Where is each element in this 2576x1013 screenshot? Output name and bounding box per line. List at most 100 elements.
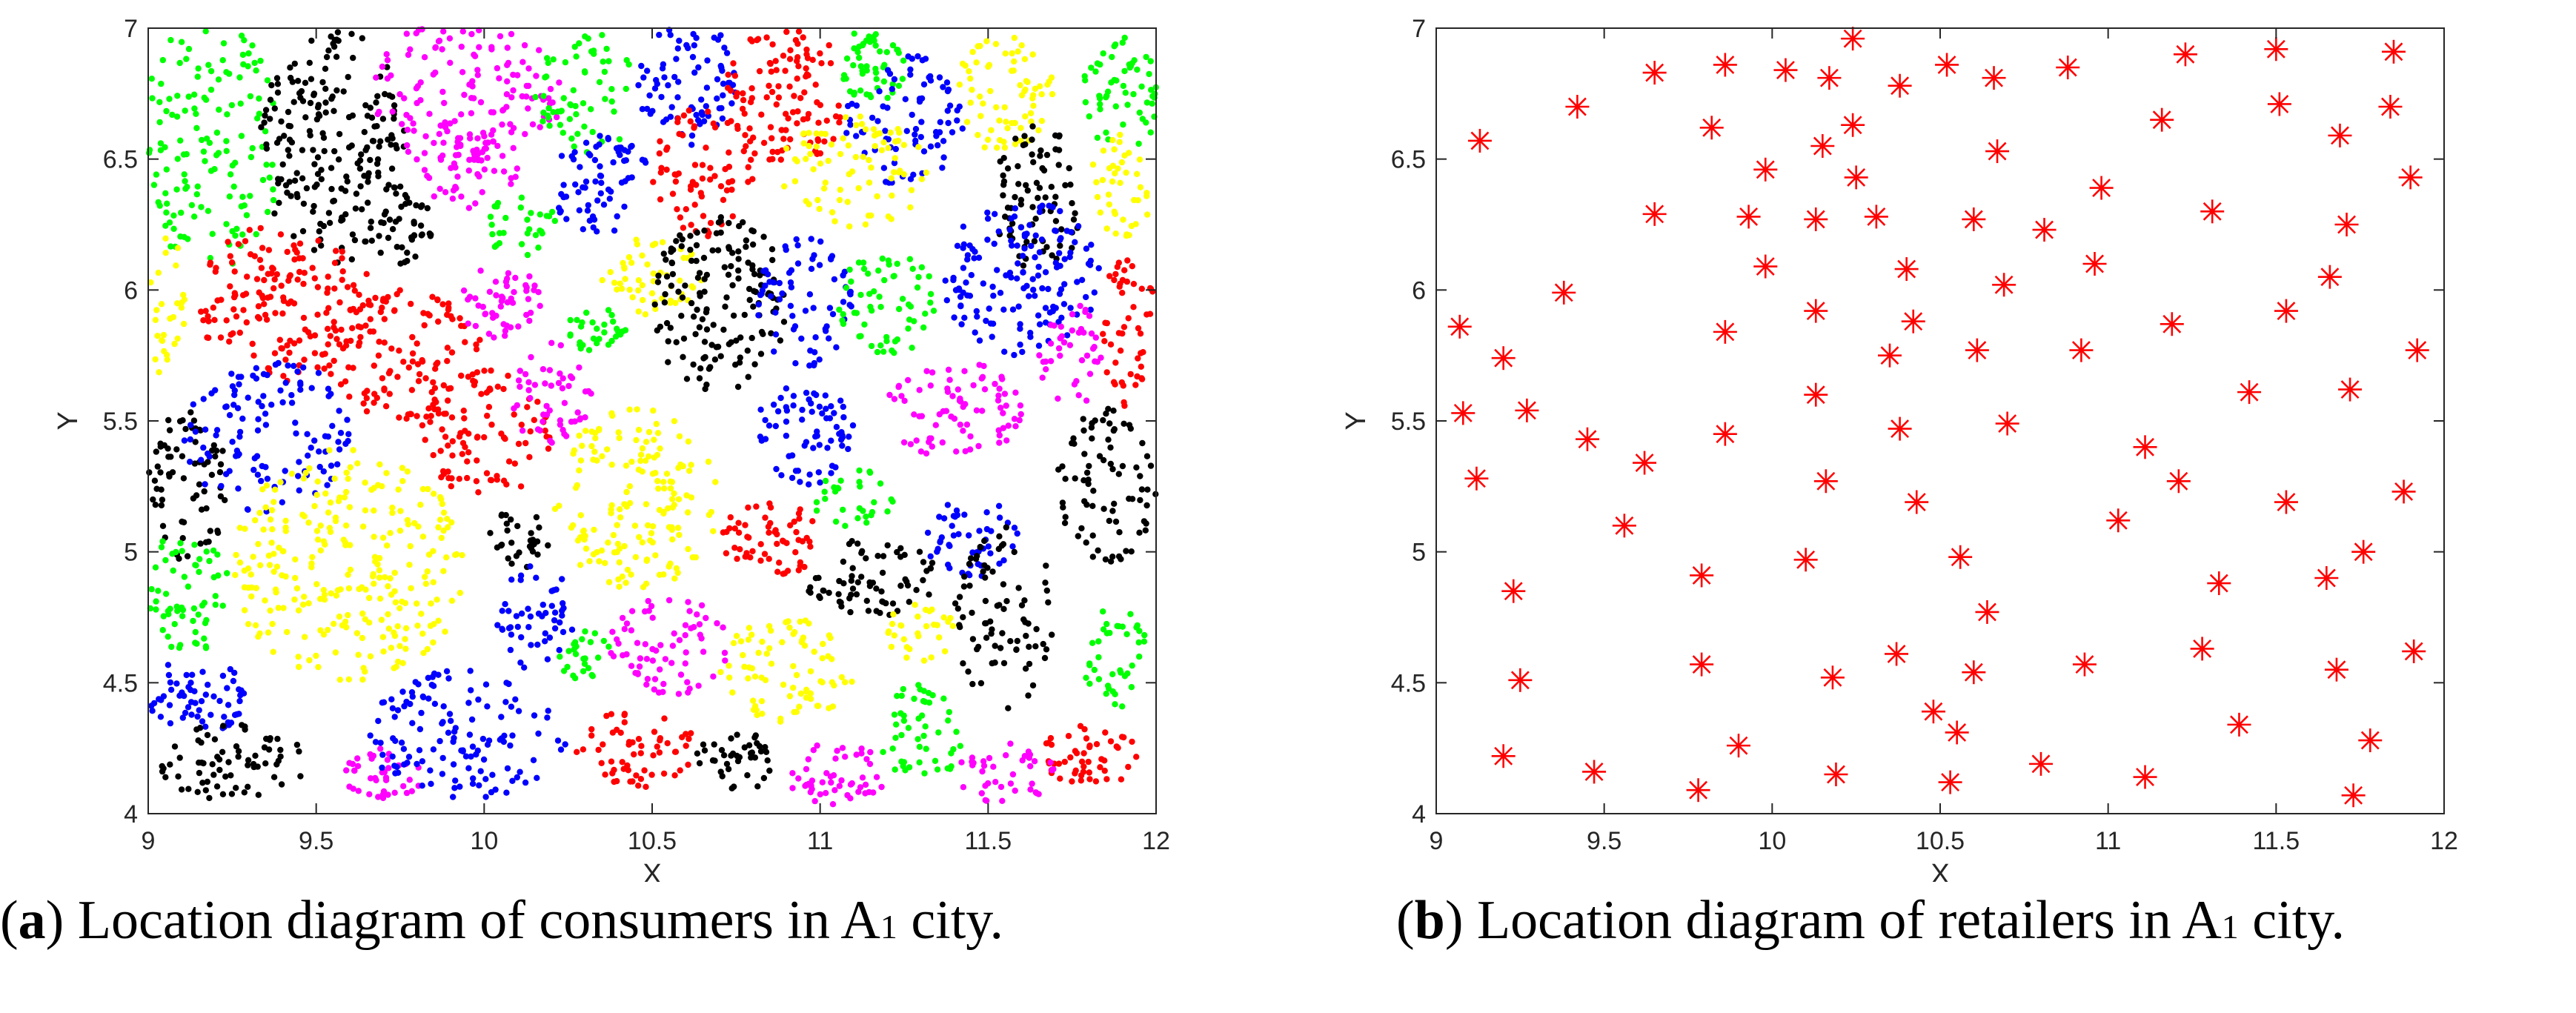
consumer-point — [846, 289, 854, 296]
consumer-point — [342, 342, 350, 349]
consumer-point — [926, 591, 932, 598]
consumer-point — [1104, 88, 1112, 95]
consumer-point — [866, 33, 872, 40]
consumer-point — [461, 91, 468, 99]
consumer-point — [452, 551, 459, 558]
consumer-point — [940, 515, 948, 522]
consumer-point — [481, 166, 488, 173]
consumer-point — [902, 96, 909, 102]
consumer-point — [556, 205, 562, 211]
consumer-point — [658, 93, 665, 101]
consumer-point — [270, 568, 277, 575]
consumer-point — [876, 293, 883, 300]
consumer-point — [980, 280, 987, 287]
consumer-point — [1134, 622, 1141, 629]
consumer-point — [616, 435, 623, 442]
consumer-point — [1010, 67, 1018, 74]
consumer-point — [746, 125, 753, 132]
consumer-point — [854, 579, 862, 585]
consumer-point — [951, 314, 957, 321]
consumer-point — [597, 172, 604, 179]
consumer-point — [285, 108, 292, 116]
consumer-point — [551, 217, 558, 225]
consumer-point — [899, 296, 906, 302]
consumer-point — [1080, 416, 1086, 422]
consumer-point — [682, 622, 689, 628]
consumer-point — [279, 161, 286, 168]
consumer-point — [431, 193, 437, 200]
consumer-point — [880, 78, 888, 85]
consumer-point — [685, 761, 691, 768]
consumer-point — [530, 757, 537, 763]
consumer-point — [428, 413, 434, 419]
consumer-point — [268, 507, 276, 514]
consumer-point — [448, 165, 454, 171]
consumer-point — [915, 682, 922, 688]
consumer-point — [853, 591, 860, 598]
consumer-point — [746, 742, 753, 748]
consumer-point — [855, 185, 862, 192]
consumer-point — [734, 731, 740, 738]
consumer-point — [189, 671, 196, 678]
retailer-point — [1515, 398, 1539, 422]
consumer-point — [452, 164, 459, 171]
consumer-point — [507, 624, 514, 631]
consumer-point — [786, 270, 793, 276]
consumer-point — [377, 138, 384, 145]
consumer-point — [900, 685, 907, 693]
consumer-point — [337, 381, 345, 388]
caption-text: Location diagram of retailers in A — [1476, 890, 2222, 951]
consumer-point — [261, 119, 268, 126]
consumer-point — [1002, 50, 1009, 57]
consumer-point — [479, 189, 485, 196]
consumer-point — [363, 270, 370, 277]
consumer-point — [720, 624, 726, 631]
consumer-point — [359, 302, 366, 309]
consumer-point — [436, 517, 444, 523]
consumer-point — [949, 522, 955, 529]
consumer-point — [581, 123, 588, 130]
consumer-point — [954, 117, 960, 124]
consumer-point — [523, 93, 530, 100]
consumer-point — [635, 308, 642, 315]
consumer-point — [792, 468, 800, 474]
consumer-point — [349, 231, 356, 238]
consumer-point — [439, 500, 445, 508]
consumer-point — [166, 219, 173, 226]
consumer-point — [409, 720, 416, 726]
consumer-point — [610, 531, 617, 539]
consumer-point — [586, 558, 593, 565]
consumer-point — [148, 703, 155, 709]
consumer-point — [1128, 684, 1135, 691]
consumer-point — [789, 452, 796, 459]
consumer-point — [1143, 520, 1149, 527]
consumer-point — [159, 627, 166, 634]
x-tick-label: 11.5 — [965, 827, 1012, 855]
consumer-point — [635, 82, 642, 89]
consumer-point — [153, 307, 160, 313]
consumer-point — [419, 630, 426, 637]
consumer-point — [1109, 671, 1116, 677]
consumer-point — [393, 663, 399, 670]
consumer-point — [245, 783, 251, 791]
consumer-point — [314, 364, 321, 371]
consumer-point — [798, 335, 805, 342]
consumer-point — [226, 193, 233, 200]
consumer-point — [264, 77, 271, 84]
consumer-point — [745, 675, 751, 682]
consumer-point — [809, 256, 816, 262]
consumer-point — [508, 539, 515, 546]
consumer-point — [921, 770, 928, 777]
consumer-point — [1119, 39, 1126, 46]
consumer-point — [242, 525, 248, 532]
consumer-point — [786, 56, 794, 62]
consumer-point — [1025, 748, 1032, 755]
consumer-point — [818, 60, 825, 67]
retailer-points — [1447, 27, 2429, 808]
consumer-point — [231, 669, 238, 677]
consumer-point — [598, 760, 605, 767]
consumer-point — [945, 717, 952, 724]
consumer-point — [986, 754, 993, 762]
consumer-point — [720, 752, 728, 759]
consumer-point — [641, 767, 648, 774]
